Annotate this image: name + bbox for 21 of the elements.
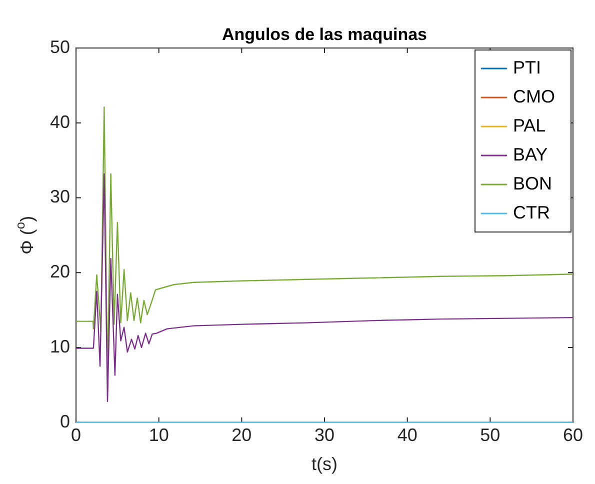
x-axis-title: t(s) xyxy=(312,454,338,474)
legend-label: PAL xyxy=(513,115,546,136)
y-tick-label: 30 xyxy=(50,186,70,207)
y-tick-label: 40 xyxy=(50,112,70,132)
legend-label: CTR xyxy=(513,202,550,222)
x-tick-label: 10 xyxy=(148,425,169,446)
legend-label: BAY xyxy=(513,144,548,164)
legend-label: CMO xyxy=(513,86,556,106)
x-tick-label: 20 xyxy=(232,425,252,446)
y-axis-title: Φ (o) xyxy=(12,216,37,254)
y-tick-label: 10 xyxy=(50,336,70,356)
y-tick-label: 50 xyxy=(50,36,70,57)
x-tick-label: 30 xyxy=(314,425,335,446)
x-tick-label: 40 xyxy=(397,425,418,446)
legend-label: BON xyxy=(513,173,552,194)
legend-label: PTI xyxy=(513,57,542,78)
y-tick-label: 20 xyxy=(50,262,70,282)
chart-title: Angulos de las maquinas xyxy=(222,25,428,44)
x-tick-label: 60 xyxy=(562,425,584,446)
x-tick-label: 50 xyxy=(480,425,500,446)
y-tick-label: 0 xyxy=(60,411,70,432)
